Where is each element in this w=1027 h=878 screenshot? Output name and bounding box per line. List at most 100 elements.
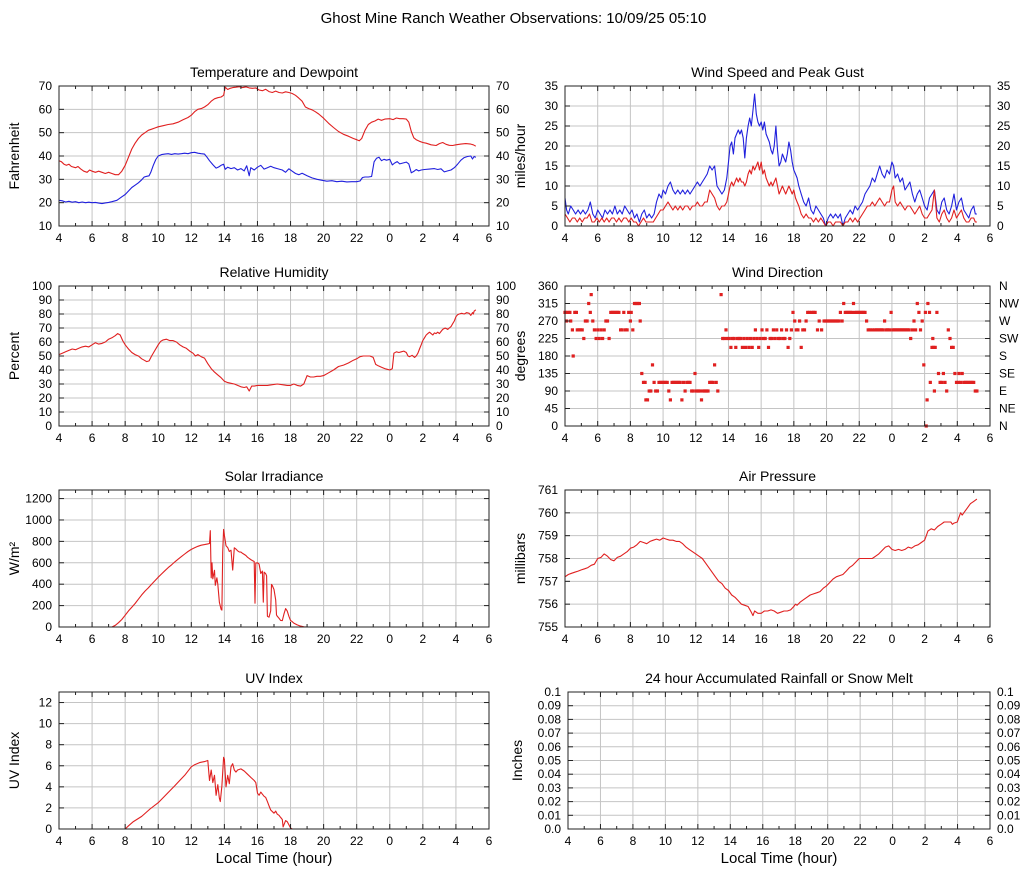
y-axis-label: degrees: [512, 331, 528, 382]
svg-text:4: 4: [453, 231, 460, 245]
chart-title: 24 hour Accumulated Rainfall or Snow Mel…: [645, 670, 913, 686]
svg-text:1000: 1000: [25, 513, 52, 527]
svg-text:0.08: 0.08: [997, 712, 1021, 726]
gridlines: [568, 692, 990, 829]
y-tick-labels: 0 45 90 135 180 225 270 315 360: [538, 279, 558, 433]
svg-text:4: 4: [45, 780, 52, 794]
svg-text:10: 10: [656, 632, 670, 646]
svg-text:10: 10: [656, 231, 670, 245]
svg-text:12: 12: [689, 431, 703, 445]
svg-text:8: 8: [627, 431, 634, 445]
svg-text:18: 18: [787, 231, 801, 245]
svg-text:0: 0: [551, 219, 558, 233]
x-axis-label: Local Time (hour): [216, 850, 333, 867]
svg-text:14: 14: [722, 632, 736, 646]
svg-text:6: 6: [89, 834, 96, 848]
series-wind-speed: [564, 161, 977, 227]
svg-text:0.05: 0.05: [538, 754, 562, 768]
svg-text:50: 50: [496, 349, 510, 363]
svg-text:12: 12: [185, 834, 199, 848]
plot-border: [58, 489, 490, 628]
chart-humidity: 4 6 8 10 12 14 16 18 20 22 0 2 4 60102030405060708090…: [6, 264, 516, 445]
svg-text:20: 20: [820, 231, 834, 245]
svg-text:4: 4: [453, 632, 460, 646]
svg-text:0: 0: [889, 431, 896, 445]
svg-text:20: 20: [39, 196, 53, 210]
svg-text:4: 4: [453, 431, 460, 445]
svg-text:6: 6: [597, 834, 604, 848]
svg-text:10: 10: [997, 179, 1011, 193]
x-tick-labels: 4 6 8 10 12 14 16 18 20 22 0 2 4 6: [562, 231, 994, 245]
svg-text:12: 12: [39, 696, 53, 710]
svg-text:6: 6: [486, 834, 493, 848]
svg-text:8: 8: [122, 834, 129, 848]
y-axis-label: Percent: [6, 332, 22, 380]
svg-text:15: 15: [997, 159, 1011, 173]
svg-text:0: 0: [496, 419, 503, 433]
y-tick-labels: 0 5 10 15 20 25 30 35: [545, 79, 559, 233]
axis-ticks: [564, 85, 991, 227]
svg-text:6: 6: [89, 431, 96, 445]
chart-title: Relative Humidity: [220, 264, 329, 280]
svg-text:18: 18: [787, 632, 801, 646]
chart-title: UV Index: [245, 670, 303, 686]
svg-text:20: 20: [317, 231, 331, 245]
svg-text:0.0: 0.0: [997, 822, 1014, 836]
svg-text:8: 8: [45, 738, 52, 752]
svg-text:600: 600: [32, 556, 52, 570]
svg-text:50: 50: [496, 126, 510, 140]
svg-text:0.1: 0.1: [544, 685, 561, 699]
svg-text:4: 4: [954, 231, 961, 245]
svg-text:0: 0: [889, 632, 896, 646]
svg-text:12: 12: [691, 834, 705, 848]
svg-text:70: 70: [39, 321, 53, 335]
svg-text:20: 20: [317, 431, 331, 445]
svg-text:40: 40: [39, 149, 53, 163]
svg-text:4: 4: [954, 632, 961, 646]
svg-text:16: 16: [251, 632, 265, 646]
compass-labels: N NW W SW S SE E NE N: [999, 279, 1020, 433]
svg-text:0.1: 0.1: [997, 685, 1014, 699]
svg-text:16: 16: [251, 834, 265, 848]
svg-text:20: 20: [997, 139, 1011, 153]
svg-text:12: 12: [185, 632, 199, 646]
svg-text:760: 760: [538, 506, 558, 520]
svg-text:N: N: [999, 419, 1008, 433]
svg-text:4: 4: [954, 834, 961, 848]
series-air-pressure: [564, 498, 978, 617]
svg-text:8: 8: [627, 632, 634, 646]
x-tick-labels: 4 6 8 10 12 14 16 18 20 22 0 2 4 6: [565, 834, 994, 848]
gridlines: [59, 286, 489, 426]
svg-text:0: 0: [45, 620, 52, 634]
svg-text:60: 60: [39, 102, 53, 116]
svg-text:30: 30: [39, 377, 53, 391]
svg-text:4: 4: [562, 431, 569, 445]
svg-text:4: 4: [56, 834, 63, 848]
svg-text:8: 8: [122, 632, 129, 646]
y-axis-label: UV Index: [6, 732, 22, 790]
svg-text:30: 30: [39, 172, 53, 186]
axis-ticks: [564, 285, 991, 427]
svg-text:0.01: 0.01: [538, 808, 562, 822]
svg-text:761: 761: [538, 483, 558, 497]
svg-text:SE: SE: [999, 367, 1015, 381]
svg-text:10: 10: [496, 219, 510, 233]
svg-text:22: 22: [350, 431, 364, 445]
svg-text:16: 16: [251, 231, 265, 245]
svg-text:14: 14: [724, 834, 738, 848]
gridlines: [59, 692, 489, 829]
svg-text:50: 50: [39, 126, 53, 140]
svg-text:15: 15: [545, 159, 559, 173]
svg-text:0.02: 0.02: [997, 795, 1021, 809]
svg-text:10: 10: [152, 231, 166, 245]
svg-text:35: 35: [997, 79, 1011, 93]
gridlines: [565, 286, 990, 426]
svg-text:6: 6: [987, 834, 994, 848]
svg-text:12: 12: [689, 231, 703, 245]
svg-text:0.09: 0.09: [997, 699, 1021, 713]
series-solar-irradiance: [59, 528, 476, 628]
svg-text:14: 14: [218, 632, 232, 646]
svg-text:2: 2: [922, 834, 929, 848]
x-tick-labels: 4 6 8 10 12 14 16 18 20 22 0 2 4 6: [56, 431, 493, 445]
svg-text:2: 2: [420, 834, 427, 848]
